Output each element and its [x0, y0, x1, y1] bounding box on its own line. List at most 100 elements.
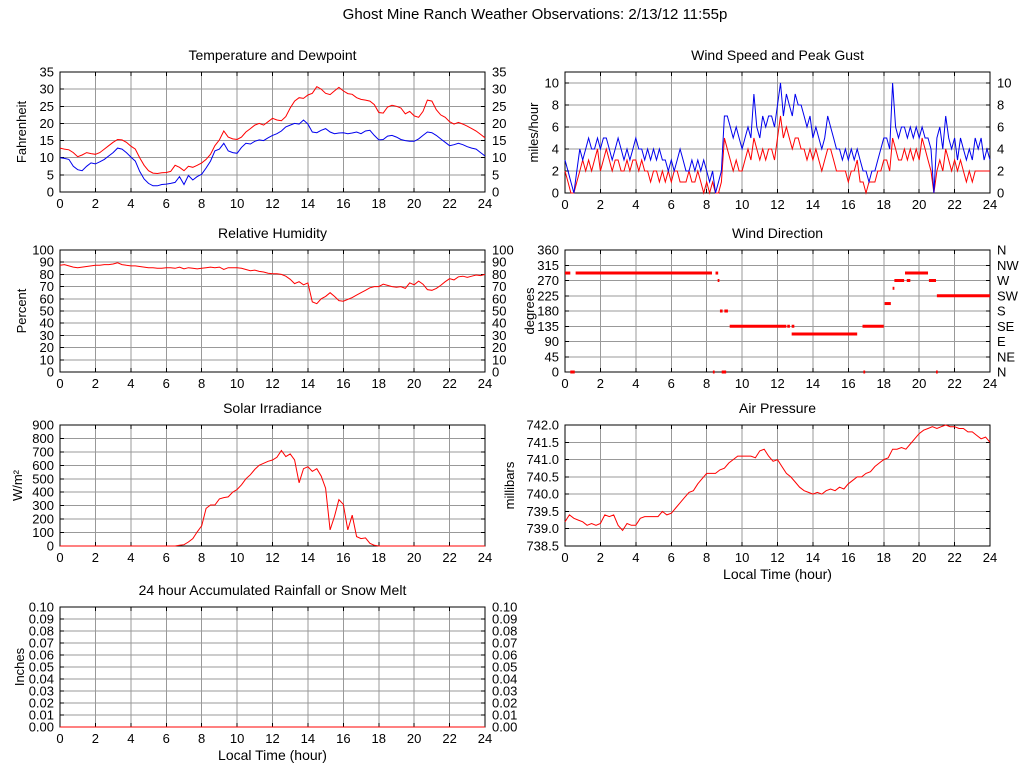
- right-tick-label: SE: [997, 319, 1015, 334]
- y-tick-label: 0.02: [29, 696, 54, 711]
- right-tick-label: 0.01: [492, 708, 517, 723]
- x-tick-label: 4: [127, 196, 134, 211]
- x-tick-label: 24: [478, 731, 492, 746]
- x-tick-label: 6: [668, 197, 675, 212]
- series-relative-humidity-line: [59, 262, 486, 305]
- y-tick-label: 738.5: [526, 539, 559, 554]
- y-tick-label: 600: [32, 458, 54, 473]
- y-tick-label: 0: [552, 186, 559, 201]
- y-axis-label: degrees: [522, 287, 537, 334]
- x-tick-label: 8: [703, 376, 710, 391]
- y-tick-label: 800: [32, 431, 54, 446]
- chart-pressure: 738.5 739.0 739.5 740.0 740.5 741.0 741.5 742.0…: [502, 400, 997, 582]
- x-tick-label: 2: [92, 376, 99, 391]
- x-tick-label: 2: [92, 196, 99, 211]
- chart-title: Wind Direction: [732, 225, 823, 241]
- right-tick-label: 0.00: [492, 720, 517, 735]
- x-tick-label: 6: [668, 550, 675, 565]
- x-tick-label: 6: [163, 196, 170, 211]
- y-tick-label: 0.10: [29, 600, 54, 615]
- x-tick-label: 18: [372, 196, 386, 211]
- right-tick-label: 10: [492, 352, 506, 367]
- x-tick-label: 10: [735, 197, 749, 212]
- y-tick-label: 0.06: [29, 648, 54, 663]
- right-tick-label: W: [997, 273, 1010, 288]
- y-tick-label: 0: [552, 365, 559, 380]
- y-tick-label: 360: [537, 243, 559, 258]
- x-tick-label: 0: [56, 731, 63, 746]
- right-tick-label: S: [997, 304, 1006, 319]
- x-tick-label: 14: [806, 550, 820, 565]
- right-tick-label: 0.09: [492, 612, 517, 627]
- y-tick-label: 135: [537, 319, 559, 334]
- x-tick-label: 20: [407, 550, 421, 565]
- x-tick-label: 4: [127, 550, 134, 565]
- x-axis-label: Local Time (hour): [723, 566, 832, 582]
- y-tick-label: 50: [40, 304, 54, 319]
- y-tick-label: 0.08: [29, 624, 54, 639]
- right-tick-label: 4: [997, 142, 1004, 157]
- x-tick-label: 20: [912, 376, 926, 391]
- x-tick-label: 14: [301, 376, 315, 391]
- right-tick-label: 20: [492, 340, 506, 355]
- y-tick-label: 739.0: [526, 521, 559, 536]
- right-tick-label: E: [997, 334, 1006, 349]
- x-tick-label: 20: [912, 197, 926, 212]
- right-tick-label: 0.04: [492, 672, 517, 687]
- y-tick-label: 200: [32, 512, 54, 527]
- y-tick-label: 100: [32, 525, 54, 540]
- y-axis-label: Fahrenheit: [14, 101, 29, 164]
- chart-title: Temperature and Dewpoint: [188, 47, 356, 63]
- x-tick-label: 0: [56, 550, 63, 565]
- x-tick-label: 2: [597, 376, 604, 391]
- x-tick-label: 14: [806, 376, 820, 391]
- y-tick-label: 0: [47, 365, 54, 380]
- x-tick-label: 10: [230, 731, 244, 746]
- series-air-pressure-line: [564, 424, 991, 532]
- y-tick-label: 80: [40, 267, 54, 282]
- y-tick-label: 315: [537, 258, 559, 273]
- x-tick-label: 24: [478, 550, 492, 565]
- tick-marks: [564, 72, 991, 194]
- x-tick-label: 6: [668, 376, 675, 391]
- x-tick-label: 4: [127, 731, 134, 746]
- y-tick-label: 400: [32, 485, 54, 500]
- right-tick-label: 10: [997, 76, 1011, 91]
- x-tick-label: 16: [841, 376, 855, 391]
- right-tick-label: 6: [997, 120, 1004, 135]
- y-tick-label: 20: [40, 116, 54, 131]
- y-tick-label: 700: [32, 444, 54, 459]
- tick-marks: [59, 249, 486, 373]
- right-tick-label: 0.08: [492, 624, 517, 639]
- right-tick-label: 0: [492, 185, 499, 200]
- right-tick-label: 80: [492, 267, 506, 282]
- y-tick-label: 100: [32, 243, 54, 258]
- x-tick-label: 8: [198, 196, 205, 211]
- x-tick-label: 6: [163, 376, 170, 391]
- x-tick-label: 0: [561, 376, 568, 391]
- right-tick-label: 70: [492, 279, 506, 294]
- x-tick-label: 22: [442, 550, 456, 565]
- chart-rainfall: 0.000.010.020.030.040.050.060.070.080.09…: [12, 582, 517, 763]
- x-tick-label: 20: [407, 731, 421, 746]
- x-tick-label: 16: [336, 731, 350, 746]
- y-tick-label: 10: [40, 352, 54, 367]
- y-axis-label: Percent: [14, 288, 29, 333]
- x-tick-label: 22: [947, 197, 961, 212]
- x-tick-label: 6: [163, 731, 170, 746]
- right-tick-label: 5: [492, 167, 499, 182]
- y-tick-label: 500: [32, 471, 54, 486]
- x-tick-label: 8: [198, 550, 205, 565]
- x-tick-label: 24: [983, 550, 997, 565]
- grid-lines: [60, 72, 485, 192]
- right-tick-label: 0: [492, 365, 499, 380]
- right-tick-label: 0.02: [492, 696, 517, 711]
- x-tick-label: 12: [770, 197, 784, 212]
- x-tick-label: 14: [301, 196, 315, 211]
- series-peak-gust-line: [564, 82, 991, 194]
- y-tick-label: 6: [552, 120, 559, 135]
- x-tick-label: 2: [597, 197, 604, 212]
- x-tick-label: 22: [947, 376, 961, 391]
- x-tick-label: 0: [561, 197, 568, 212]
- y-tick-label: 60: [40, 291, 54, 306]
